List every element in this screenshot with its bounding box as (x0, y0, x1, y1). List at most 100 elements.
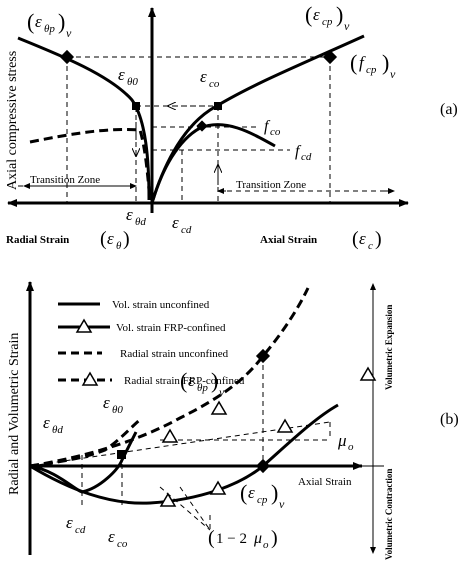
a-label-eps-co: ε co (200, 67, 220, 90)
svg-text:ε: ε (103, 393, 110, 412)
legend-radial-unconfined: Radial strain unconfined (120, 348, 229, 360)
svg-text:θd: θd (52, 424, 63, 436)
svg-text:μ: μ (253, 530, 262, 547)
a-y-axis-title: Axial compressive stress (5, 51, 20, 190)
svg-text:): ) (271, 527, 278, 549)
svg-text:θ0: θ0 (127, 76, 138, 88)
svg-text:v: v (219, 385, 225, 399)
a-transition-left-label: Transition Zone (30, 174, 100, 186)
b-y-axis-title: Radial and Volumetric Strain (7, 333, 22, 495)
a-label-eps-theta: ( ε θ ) (100, 228, 130, 252)
svg-text:(: ( (27, 9, 34, 34)
a-transition-right-label: Transition Zone (236, 179, 306, 191)
svg-text:ε: ε (248, 483, 255, 502)
b-radial-frp-curve (29, 287, 310, 468)
svg-text:1 − 2: 1 − 2 (216, 531, 247, 547)
panel-a: Axial compressive stress (a) ( ε θp ) v … (5, 2, 458, 252)
a-label-eps-cp-v: ( ε cp ) v (305, 2, 350, 33)
svg-text:cd: cd (181, 224, 192, 236)
b-triangle-markers (159, 366, 377, 507)
svg-text:co: co (209, 78, 220, 90)
svg-text:v: v (344, 19, 350, 33)
svg-text:θp: θp (197, 382, 208, 394)
a-marker-co (214, 102, 222, 110)
svg-text:ε: ε (313, 5, 320, 24)
svg-text:θ0: θ0 (112, 404, 123, 416)
svg-text:v: v (279, 497, 285, 511)
a-label-f-cd: f cd (295, 143, 312, 163)
svg-text:ε: ε (35, 12, 42, 31)
svg-text:(: ( (180, 368, 187, 393)
svg-text:): ) (123, 228, 130, 250)
a-label-eps-theta-p-v: ( ε θp ) v (27, 9, 72, 40)
b-vol-contraction-label: Volumetric Contraction (384, 469, 394, 560)
a-radial-strain-label: Radial Strain (6, 234, 69, 246)
b-marker-theta0 (117, 450, 126, 459)
svg-text:μ: μ (337, 431, 347, 450)
svg-text:θp: θp (44, 23, 55, 35)
b-label-eps-cd: ε cd (66, 513, 86, 536)
b-marker-cp (255, 458, 271, 474)
svg-text:co: co (270, 126, 281, 138)
a-label-f-co: f co (264, 118, 281, 138)
svg-text:): ) (382, 50, 389, 75)
svg-text:θd: θd (135, 216, 146, 228)
svg-text:f: f (264, 118, 271, 135)
b-tag: (b) (440, 411, 459, 428)
a-unconfined-radial-curve (29, 128, 152, 201)
svg-text:ε: ε (107, 229, 114, 248)
b-legend: Vol. strain unconfined Vol. strain FRP-c… (58, 299, 245, 387)
a-tag: (a) (440, 101, 458, 118)
svg-text:(: ( (350, 50, 357, 75)
svg-text:cd: cd (75, 524, 86, 536)
legend-vol-unconfined: Vol. strain unconfined (112, 299, 210, 311)
b-vol-expansion-label: Volumetric Expansion (384, 305, 394, 390)
panel-b: Vol. strain unconfined Vol. strain FRP-c… (7, 281, 459, 560)
b-marker-theta-p (255, 348, 271, 364)
b-label-eps-theta0: ε θ0 (103, 393, 123, 416)
svg-text:): ) (336, 2, 343, 27)
a-marker-cp (322, 49, 338, 65)
b-label-eps-theta-p-v: ( ε θp ) v (180, 368, 225, 399)
svg-text:): ) (271, 480, 278, 505)
svg-text:ε: ε (200, 67, 207, 86)
svg-text:ε: ε (118, 65, 125, 84)
b-label-eps-cp-v: ( ε cp ) v (240, 480, 285, 511)
svg-text:cp: cp (322, 16, 333, 28)
a-label-f-cp-v: ( f cp ) v (350, 50, 396, 81)
svg-text:ε: ε (172, 213, 179, 232)
svg-text:(: ( (305, 2, 312, 27)
svg-text:(: ( (100, 228, 107, 250)
svg-text:o: o (348, 441, 354, 453)
svg-text:f: f (359, 53, 366, 72)
svg-text:(: ( (208, 527, 215, 549)
legend-radial-frp: Radial strain FRP-confined (124, 375, 245, 387)
svg-text:cd: cd (301, 151, 312, 163)
svg-text:ε: ε (126, 205, 133, 224)
svg-text:cp: cp (257, 494, 268, 506)
b-vol-frp-curve (29, 403, 339, 505)
svg-text:c: c (368, 240, 373, 252)
b-label-eps-co: ε co (108, 527, 128, 550)
b-label-mu-o: μ o (337, 431, 354, 453)
svg-text:θ: θ (116, 240, 122, 252)
svg-text:co: co (117, 538, 128, 550)
b-axial-strain-label: Axial Strain (298, 476, 352, 488)
svg-text:f: f (295, 143, 302, 160)
a-label-eps-theta-d: ε θd (126, 205, 146, 228)
b-label-eps-theta-d: ε θd (43, 413, 63, 436)
a-marker-theta0 (132, 102, 140, 110)
svg-text:): ) (211, 368, 218, 393)
svg-text:ε: ε (43, 413, 50, 432)
svg-text:(: ( (352, 228, 359, 250)
svg-text:): ) (375, 228, 382, 250)
b-vol-unconfined-curve (29, 431, 138, 494)
a-label-eps-cd: ε cd (172, 213, 192, 236)
svg-text:v: v (66, 26, 72, 40)
b-label-one-minus-2mu: ( 1 − 2 μ o ) (208, 527, 278, 551)
legend-vol-frp: Vol. strain FRP-confined (116, 322, 226, 334)
svg-text:): ) (58, 9, 65, 34)
svg-text:ε: ε (66, 513, 73, 532)
svg-text:ε: ε (188, 371, 195, 390)
